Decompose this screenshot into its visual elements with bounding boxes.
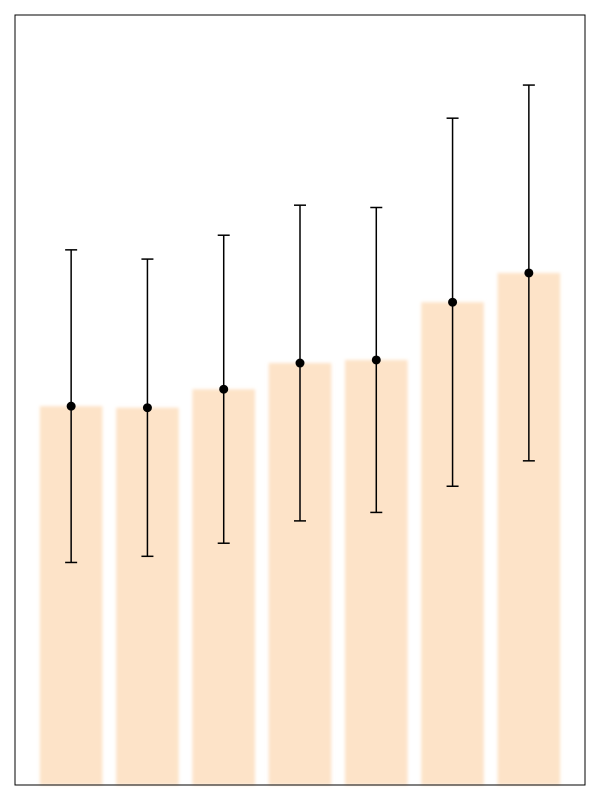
point-marker	[219, 384, 229, 394]
point-marker	[371, 355, 381, 365]
point-marker	[66, 401, 76, 411]
point-marker	[524, 268, 534, 278]
point-marker	[142, 403, 152, 413]
point-marker	[295, 358, 305, 368]
point-marker	[448, 297, 458, 307]
plot-frame	[14, 14, 586, 786]
